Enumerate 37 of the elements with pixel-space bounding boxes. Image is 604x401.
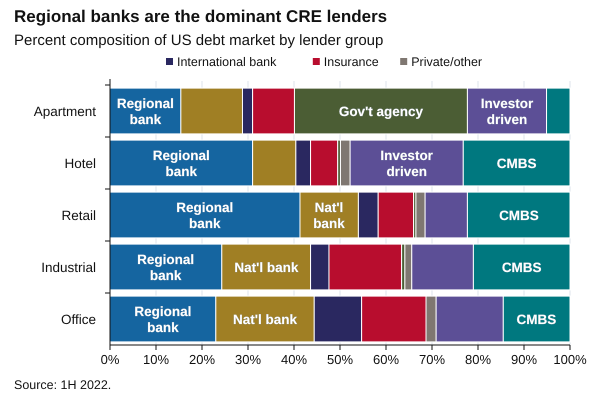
annotation: Nat'l bank: [313, 200, 346, 231]
chart-title: Regional banks are the dominant CRE lenders: [14, 7, 388, 26]
annotation: Nat'l bank: [233, 312, 298, 327]
annotation: Regional bank: [137, 252, 194, 283]
annotation: CMBS: [499, 208, 539, 223]
y-tick-label: Retail: [61, 208, 96, 223]
source-note: Source: 1H 2022.: [14, 378, 112, 392]
annotation: Regional bank: [134, 304, 192, 335]
legend-label: International bank: [177, 55, 278, 69]
x-tick-label: 30%: [234, 352, 262, 367]
y-tick-label: Apartment: [34, 104, 96, 119]
annotation: Regional bank: [152, 148, 210, 179]
x-tick-label: 10%: [142, 352, 170, 367]
annotation: Investor driven: [380, 148, 434, 179]
legend-label: Insurance: [324, 55, 379, 69]
annotation: CMBS: [496, 156, 537, 171]
x-tick-label: 100%: [553, 352, 588, 367]
x-tick-label: 40%: [280, 352, 308, 367]
x-tick-label: 50%: [326, 352, 354, 367]
x-tick-label: 90%: [510, 352, 538, 367]
x-tick-label: 0%: [100, 352, 120, 367]
annotation: Regional bank: [176, 200, 234, 231]
chart-subtitle: Percent composition of US debt market by lender group: [14, 32, 384, 49]
annotation: Gov't agency: [338, 104, 424, 119]
y-tick-label: Industrial: [41, 260, 96, 275]
x-tick-label: 80%: [464, 352, 492, 367]
x-tick-label: 20%: [188, 352, 216, 367]
x-tick-label: 60%: [372, 352, 400, 367]
annotation: CMBS: [516, 312, 556, 327]
y-tick-label: Office: [60, 312, 96, 327]
annotation: Investor driven: [480, 96, 534, 127]
x-tick-label: 70%: [418, 352, 446, 367]
legend-label: Private/other: [411, 55, 482, 69]
y-tick-label: Hotel: [64, 156, 96, 171]
annotation: CMBS: [502, 260, 542, 275]
annotation: Regional bank: [116, 96, 174, 127]
annotation: Nat'l bank: [234, 260, 299, 275]
